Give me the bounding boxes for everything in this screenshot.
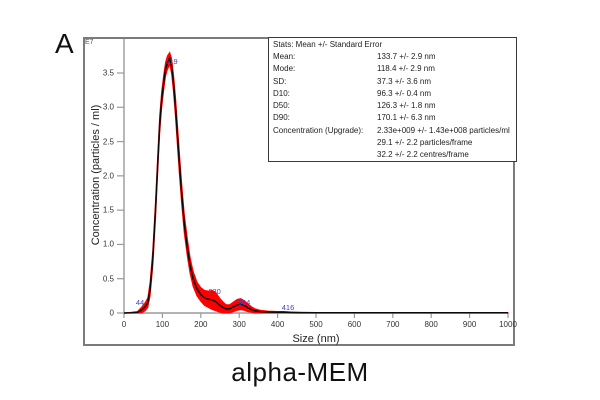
x-tick-label: 500 bbox=[309, 320, 323, 329]
stats-row: 29.1 +/- 2.2 particles/frame bbox=[269, 137, 516, 149]
y-tick-label: 1.5 bbox=[102, 205, 114, 215]
stats-row-value: 118.4 +/- 2.9 nm bbox=[377, 64, 435, 74]
stats-row-label: D50: bbox=[273, 101, 290, 111]
stats-row-value: 170.1 +/- 6.3 nm bbox=[377, 113, 436, 123]
stats-box-title: Stats: Mean +/- Standard Error bbox=[273, 40, 383, 49]
stats-row-label: SD: bbox=[273, 76, 287, 86]
stats-row-value: 96.3 +/- 0.4 nm bbox=[377, 88, 432, 98]
stats-row-label: Mean: bbox=[273, 52, 296, 61]
stats-row-label: D90: bbox=[273, 113, 290, 123]
y-tick-label: 0.5 bbox=[102, 274, 114, 284]
y-tick-label: 3.5 bbox=[102, 68, 114, 78]
peak-size-label: 44 bbox=[135, 297, 145, 307]
x-tick-label: 600 bbox=[347, 320, 362, 329]
stats-row-label bbox=[269, 149, 377, 161]
stats-row-value: 126.3 +/- 1.8 nm bbox=[377, 101, 436, 111]
stats-row-label: Mode: bbox=[273, 64, 296, 74]
x-tick-label: 0 bbox=[121, 320, 127, 329]
stats-row-value: 2.33e+009 +/- 1.43e+008 particles/ml bbox=[377, 125, 510, 135]
stats-row: Concentration (Upgrade): 2.33e+009 +/- 1.… bbox=[269, 125, 516, 137]
stats-row: Mean: 133.7 +/- 2.9 nm bbox=[269, 51, 516, 63]
peak-size-label: 304 bbox=[237, 298, 251, 308]
stats-row: Mode: 118.4 +/- 2.9 nm bbox=[269, 63, 516, 75]
stats-row-value: 37.3 +/- 3.6 nm bbox=[377, 76, 432, 86]
x-tick-label: 100 bbox=[155, 320, 170, 329]
x-tick-label: 700 bbox=[386, 320, 400, 329]
stats-row-label bbox=[269, 137, 377, 149]
stats-row: SD: 37.3 +/- 3.6 nm bbox=[269, 76, 516, 88]
x-tick-label: 800 bbox=[424, 320, 438, 329]
y-tick-label: 2.5 bbox=[102, 137, 114, 147]
peak-size-label: 230 bbox=[208, 287, 221, 297]
y-tick-label: 2.0 bbox=[102, 171, 114, 181]
stats-row-label: Concentration (Upgrade): bbox=[273, 125, 364, 135]
peak-size-label: 119 bbox=[165, 56, 178, 66]
mean-curve bbox=[123, 55, 508, 314]
stats-row: D10: 96.3 +/- 0.4 nm bbox=[269, 88, 516, 100]
y-tick-label: 1.0 bbox=[102, 239, 114, 249]
stats-row: D50: 126.3 +/- 1.8 nm bbox=[269, 100, 516, 112]
x-axis-title: Size (nm) bbox=[292, 333, 340, 345]
y-tick-label: 0 bbox=[109, 308, 114, 318]
chart-title: alpha-MEM bbox=[231, 357, 369, 387]
stats-box-rows: Mean: 133.7 +/- 2.9 nm Mode: 118.4 +/- 2.9 … bbox=[269, 51, 516, 161]
x-tick-label: 900 bbox=[462, 320, 477, 329]
stats-box: Stats: Mean +/- Standard Error Mean: 133.… bbox=[268, 37, 517, 162]
stats-row: 32.2 +/- 2.2 centres/frame bbox=[269, 149, 516, 161]
x-tick-label: 1000 bbox=[499, 320, 517, 329]
x-tick-label: 400 bbox=[270, 320, 285, 329]
y-axis-exponent-label: E7 bbox=[85, 39, 94, 46]
x-tick-label: 200 bbox=[194, 320, 208, 329]
y-tick-label: 3.0 bbox=[102, 102, 114, 112]
x-tick-label: 300 bbox=[232, 320, 246, 329]
stats-row: D90: 170.1 +/- 6.3 nm bbox=[269, 112, 516, 124]
peak-size-label: 416 bbox=[281, 303, 295, 313]
stats-row-value: 32.2 +/- 2.2 centres/frame bbox=[377, 150, 469, 160]
stats-row-value: 133.7 +/- 2.9 nm bbox=[377, 52, 436, 61]
panel-label: A bbox=[55, 28, 74, 59]
stats-row-value: 29.1 +/- 2.2 particles/frame bbox=[377, 138, 473, 148]
stats-row-label: D10: bbox=[273, 88, 290, 98]
